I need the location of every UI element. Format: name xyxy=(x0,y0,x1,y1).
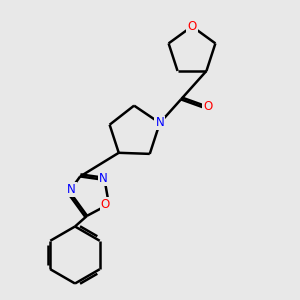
Text: N: N xyxy=(155,116,164,130)
Text: O: O xyxy=(188,20,196,33)
Text: O: O xyxy=(100,198,110,211)
Text: N: N xyxy=(99,172,107,185)
Text: N: N xyxy=(67,183,76,196)
Text: O: O xyxy=(203,100,213,113)
